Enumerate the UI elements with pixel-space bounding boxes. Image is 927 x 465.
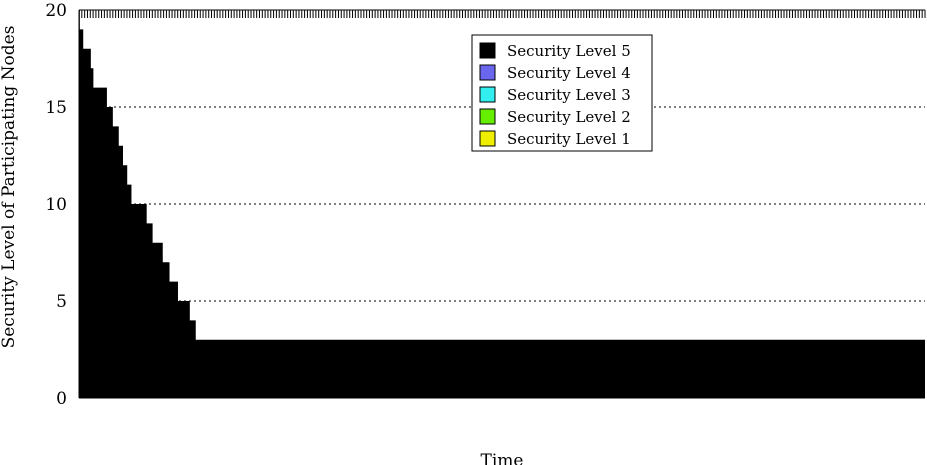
- y-tick-label-0: 0: [56, 389, 67, 409]
- y-tick-label-20: 20: [45, 1, 67, 21]
- axes: [78, 9, 926, 399]
- y-tick-label-15: 15: [45, 98, 67, 118]
- grid-lines: [79, 106, 925, 302]
- legend-label-security-level-1: Security Level 1: [507, 130, 631, 148]
- x-axis-tick-marks: [78, 10, 926, 18]
- legend-swatch-security-level-2: [479, 108, 496, 125]
- plot-area: [79, 10, 925, 398]
- y-tick-label-10: 10: [45, 195, 67, 215]
- legend-swatch-security-level-3: [479, 86, 496, 103]
- x-axis-label: Time: [481, 451, 524, 465]
- legend-label-security-level-5: Security Level 5: [507, 42, 631, 60]
- legend-label-security-level-3: Security Level 3: [507, 86, 631, 104]
- legend-label-security-level-2: Security Level 2: [507, 108, 631, 126]
- y-tick-label-5: 5: [56, 292, 67, 312]
- legend-box: [471, 34, 653, 152]
- legend-swatch-security-level-5: [479, 42, 496, 59]
- series-security-level-5-area: [79, 10, 925, 398]
- legend: Security Level 5 Security Level 4 Security…: [471, 34, 653, 152]
- y-tick-labels: 0 5 10 15 20: [45, 1, 67, 409]
- y-axis-label: Security Level of Participating Nodes: [0, 26, 19, 349]
- legend-label-security-level-4: Security Level 4: [507, 64, 631, 82]
- legend-swatch-security-level-4: [479, 64, 496, 81]
- legend-swatch-security-level-1: [479, 130, 496, 147]
